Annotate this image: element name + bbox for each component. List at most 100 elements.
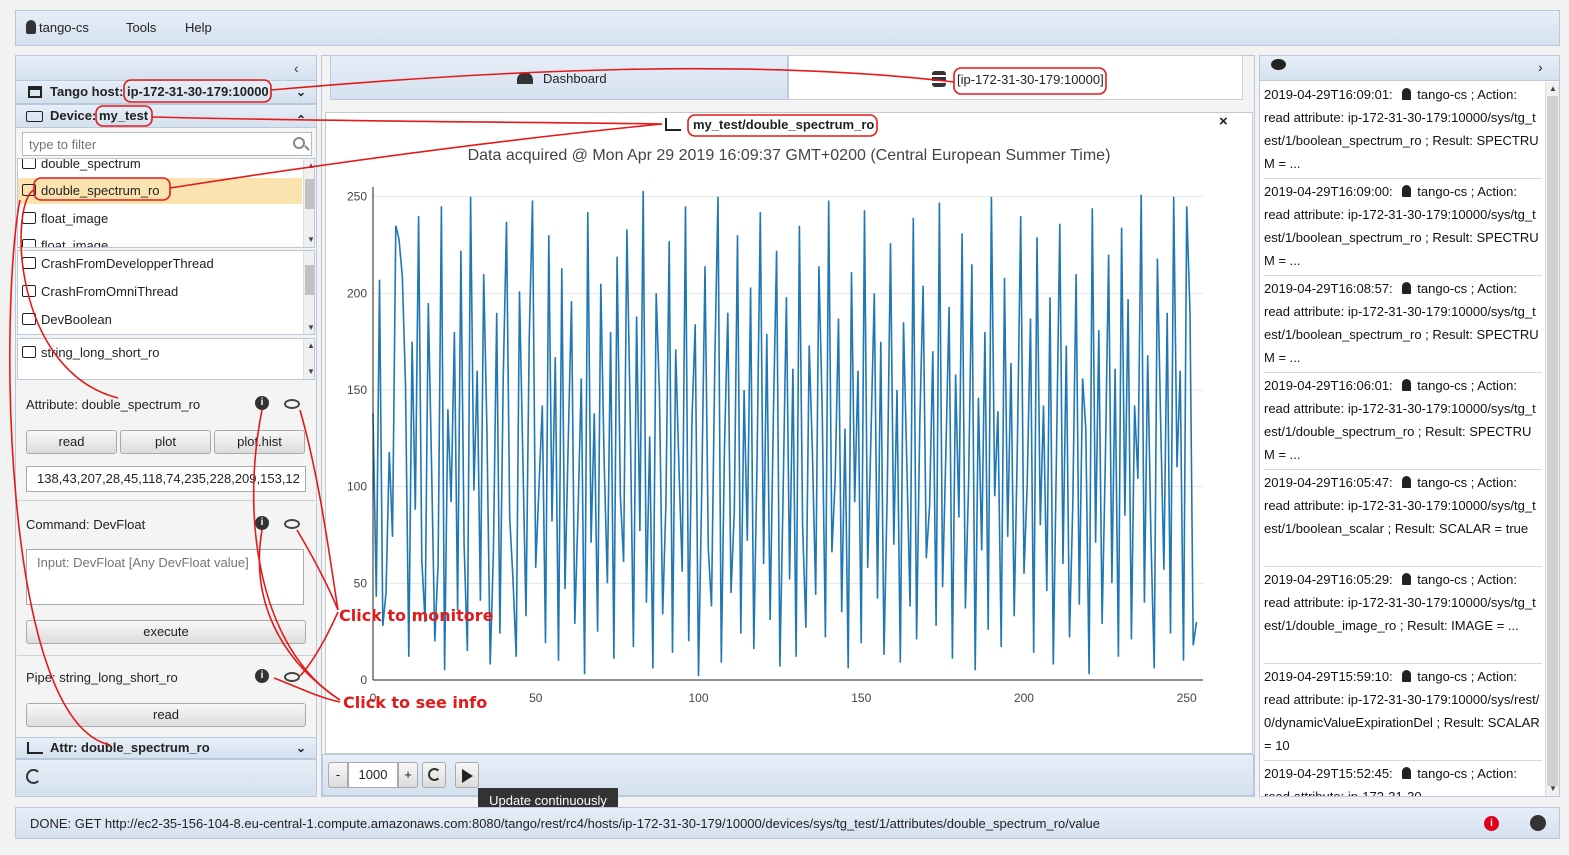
divider: [17, 655, 315, 656]
eye-icon[interactable]: [284, 519, 300, 529]
github-icon[interactable]: [1530, 815, 1546, 831]
user-icon: [26, 20, 36, 34]
log-timestamp: 2019-04-29T16:06:01:: [1264, 378, 1393, 393]
log-timestamp: 2019-04-29T16:05:47:: [1264, 475, 1393, 490]
decrease-period-button[interactable]: -: [328, 762, 348, 788]
area-chart-icon: [22, 184, 36, 196]
user-menu[interactable]: tango-cs: [26, 18, 89, 38]
log-entry: 2019-04-29T15:59:10: tango-cs ; Action: r…: [1264, 664, 1542, 761]
command-panel-title: Command: DevFloat: [26, 517, 146, 532]
log-result: Result: IMAGE = ...: [1407, 618, 1519, 633]
tab-host-label: [ip-172-31-30-179:10000]: [957, 72, 1104, 87]
log-entry: 2019-04-29T16:05:47: tango-cs ; Action: r…: [1264, 470, 1542, 567]
collapse-right-icon[interactable]: ›: [1538, 59, 1543, 75]
annotation-info: Click to see info: [343, 693, 488, 712]
scrollbar[interactable]: ▲ ▼: [303, 339, 314, 379]
attribute-panel-title: Attribute: double_spectrum_ro: [26, 397, 201, 412]
read-button[interactable]: read: [26, 430, 117, 454]
user-icon: [1402, 767, 1412, 779]
comment-icon: [1271, 59, 1286, 70]
left-panel-header: [15, 55, 317, 81]
collapse-left-icon[interactable]: ‹: [294, 60, 299, 76]
plot-button[interactable]: plot: [120, 430, 211, 454]
play-button[interactable]: [455, 762, 479, 788]
search-icon: [293, 137, 305, 149]
refresh-icon[interactable]: [26, 769, 41, 784]
log-scrollbar[interactable]: ▲ ▼: [1545, 82, 1559, 796]
selected-attribute-label: Attr: double_spectrum_ro: [50, 740, 210, 755]
chevron-down-icon: ⌄: [296, 741, 307, 755]
user-icon: [1402, 379, 1412, 391]
user-icon: [1402, 185, 1412, 197]
log-timestamp: 2019-04-29T16:09:01:: [1264, 87, 1393, 102]
attribute-list[interactable]: double_spectrum double_spectrum_ro float…: [17, 158, 315, 248]
y-tick-label: 0: [360, 673, 367, 687]
eye-icon[interactable]: [284, 672, 300, 682]
list-item-pipe[interactable]: string_long_short_ro: [20, 340, 160, 366]
attribute-panel: [17, 383, 315, 501]
pipe-read-button[interactable]: read: [26, 703, 306, 727]
user-icon: [1402, 573, 1412, 585]
attribute-value-field[interactable]: 138,43,207,28,45,118,74,235,228,209,153,…: [26, 466, 306, 492]
line-chart: 0 50 100 150 200 250 0 50 100 150 200 250: [347, 187, 1203, 705]
left-footer: [15, 759, 317, 797]
tango-host-row[interactable]: Tango host: ip-172-31-30-179:10000 ⌄: [15, 80, 317, 104]
log-entry: 2019-04-29T16:05:29: tango-cs ; Action: r…: [1264, 567, 1542, 664]
log-user: tango-cs ; Action:: [1417, 87, 1518, 102]
x-tick-label: 50: [529, 691, 543, 705]
eye-icon[interactable]: [284, 399, 300, 409]
play-icon: [461, 769, 473, 783]
log-action: read attribute: ip-172-31-30-179:10000/s…: [1264, 401, 1536, 439]
log-list[interactable]: 2019-04-29T16:09:01: tango-cs ; Action: r…: [1260, 82, 1560, 796]
log-result: Result: SPECTRUM = ...: [1264, 424, 1532, 462]
list-item-attribute[interactable]: float_image: [20, 233, 108, 247]
log-timestamp: 2019-04-29T15:52:45:: [1264, 766, 1393, 781]
log-timestamp: 2019-04-29T16:08:57:: [1264, 281, 1393, 296]
y-tick-label: 250: [347, 190, 367, 204]
command-list[interactable]: CrashFromDevelopperThread CrashFromOmniT…: [17, 250, 315, 335]
device-row[interactable]: Device: my_test ⌃: [15, 104, 317, 128]
increase-period-button[interactable]: +: [398, 762, 418, 788]
filter-input[interactable]: [22, 132, 312, 156]
tools-menu[interactable]: Tools: [126, 20, 157, 35]
info-icon[interactable]: i: [255, 396, 269, 410]
list-item-attribute[interactable]: double_spectrum: [20, 159, 141, 177]
list-item-attribute-selected[interactable]: double_spectrum_ro: [18, 178, 302, 204]
area-chart-icon: [27, 742, 43, 754]
close-icon[interactable]: ×: [1219, 113, 1228, 130]
info-icon[interactable]: i: [255, 669, 269, 683]
help-menu[interactable]: Help: [185, 20, 212, 35]
execute-button[interactable]: execute: [26, 620, 306, 644]
log-result: Result: SPECTRUM = ...: [1264, 133, 1539, 171]
selected-attribute-row[interactable]: Attr: double_spectrum_ro ⌄: [15, 737, 317, 759]
list-item-command[interactable]: DevBoolean: [20, 307, 112, 333]
x-tick-label: 200: [1014, 691, 1034, 705]
dashboard-icon: [517, 72, 533, 84]
period-input[interactable]: 1000: [348, 762, 398, 788]
list-item-command[interactable]: CrashFromDevelopperThread: [20, 251, 214, 277]
error-info-icon[interactable]: i: [1484, 816, 1499, 831]
pipe-list[interactable]: string_long_short_ro ▲ ▼: [17, 338, 315, 380]
scrollbar[interactable]: ▲ ▼: [303, 159, 314, 247]
plot-widget: [325, 112, 1253, 754]
list-item-command[interactable]: CrashFromOmniThread: [20, 279, 178, 305]
pipe-panel-title: Pipe: string_long_short_ro: [26, 670, 178, 685]
user-icon: [1402, 282, 1412, 294]
x-tick-label: 0: [370, 691, 377, 705]
x-tick-label: 150: [851, 691, 871, 705]
y-tick-label: 150: [347, 383, 367, 397]
host-icon: [28, 86, 42, 98]
series-line: [372, 190, 1198, 677]
log-result: Result: SCALAR = true: [1394, 521, 1529, 536]
log-action: read attribute: ip-172-31-30-179:10000/s…: [1264, 207, 1536, 245]
plot-hist-button[interactable]: plot.hist: [214, 430, 305, 454]
log-entry: 2019-04-29T16:09:00: tango-cs ; Action: r…: [1264, 179, 1542, 276]
log-result: ; Result: SCALAR = 10: [1264, 715, 1540, 753]
status-bar: [15, 807, 1560, 839]
log-action: read attribute: ip-172-31-30-: [1264, 789, 1426, 796]
info-icon[interactable]: i: [255, 516, 269, 530]
command-input[interactable]: [26, 549, 304, 605]
refresh-button[interactable]: [422, 762, 446, 788]
list-item-attribute[interactable]: float_image: [20, 206, 108, 232]
scrollbar[interactable]: ▼: [303, 251, 314, 334]
